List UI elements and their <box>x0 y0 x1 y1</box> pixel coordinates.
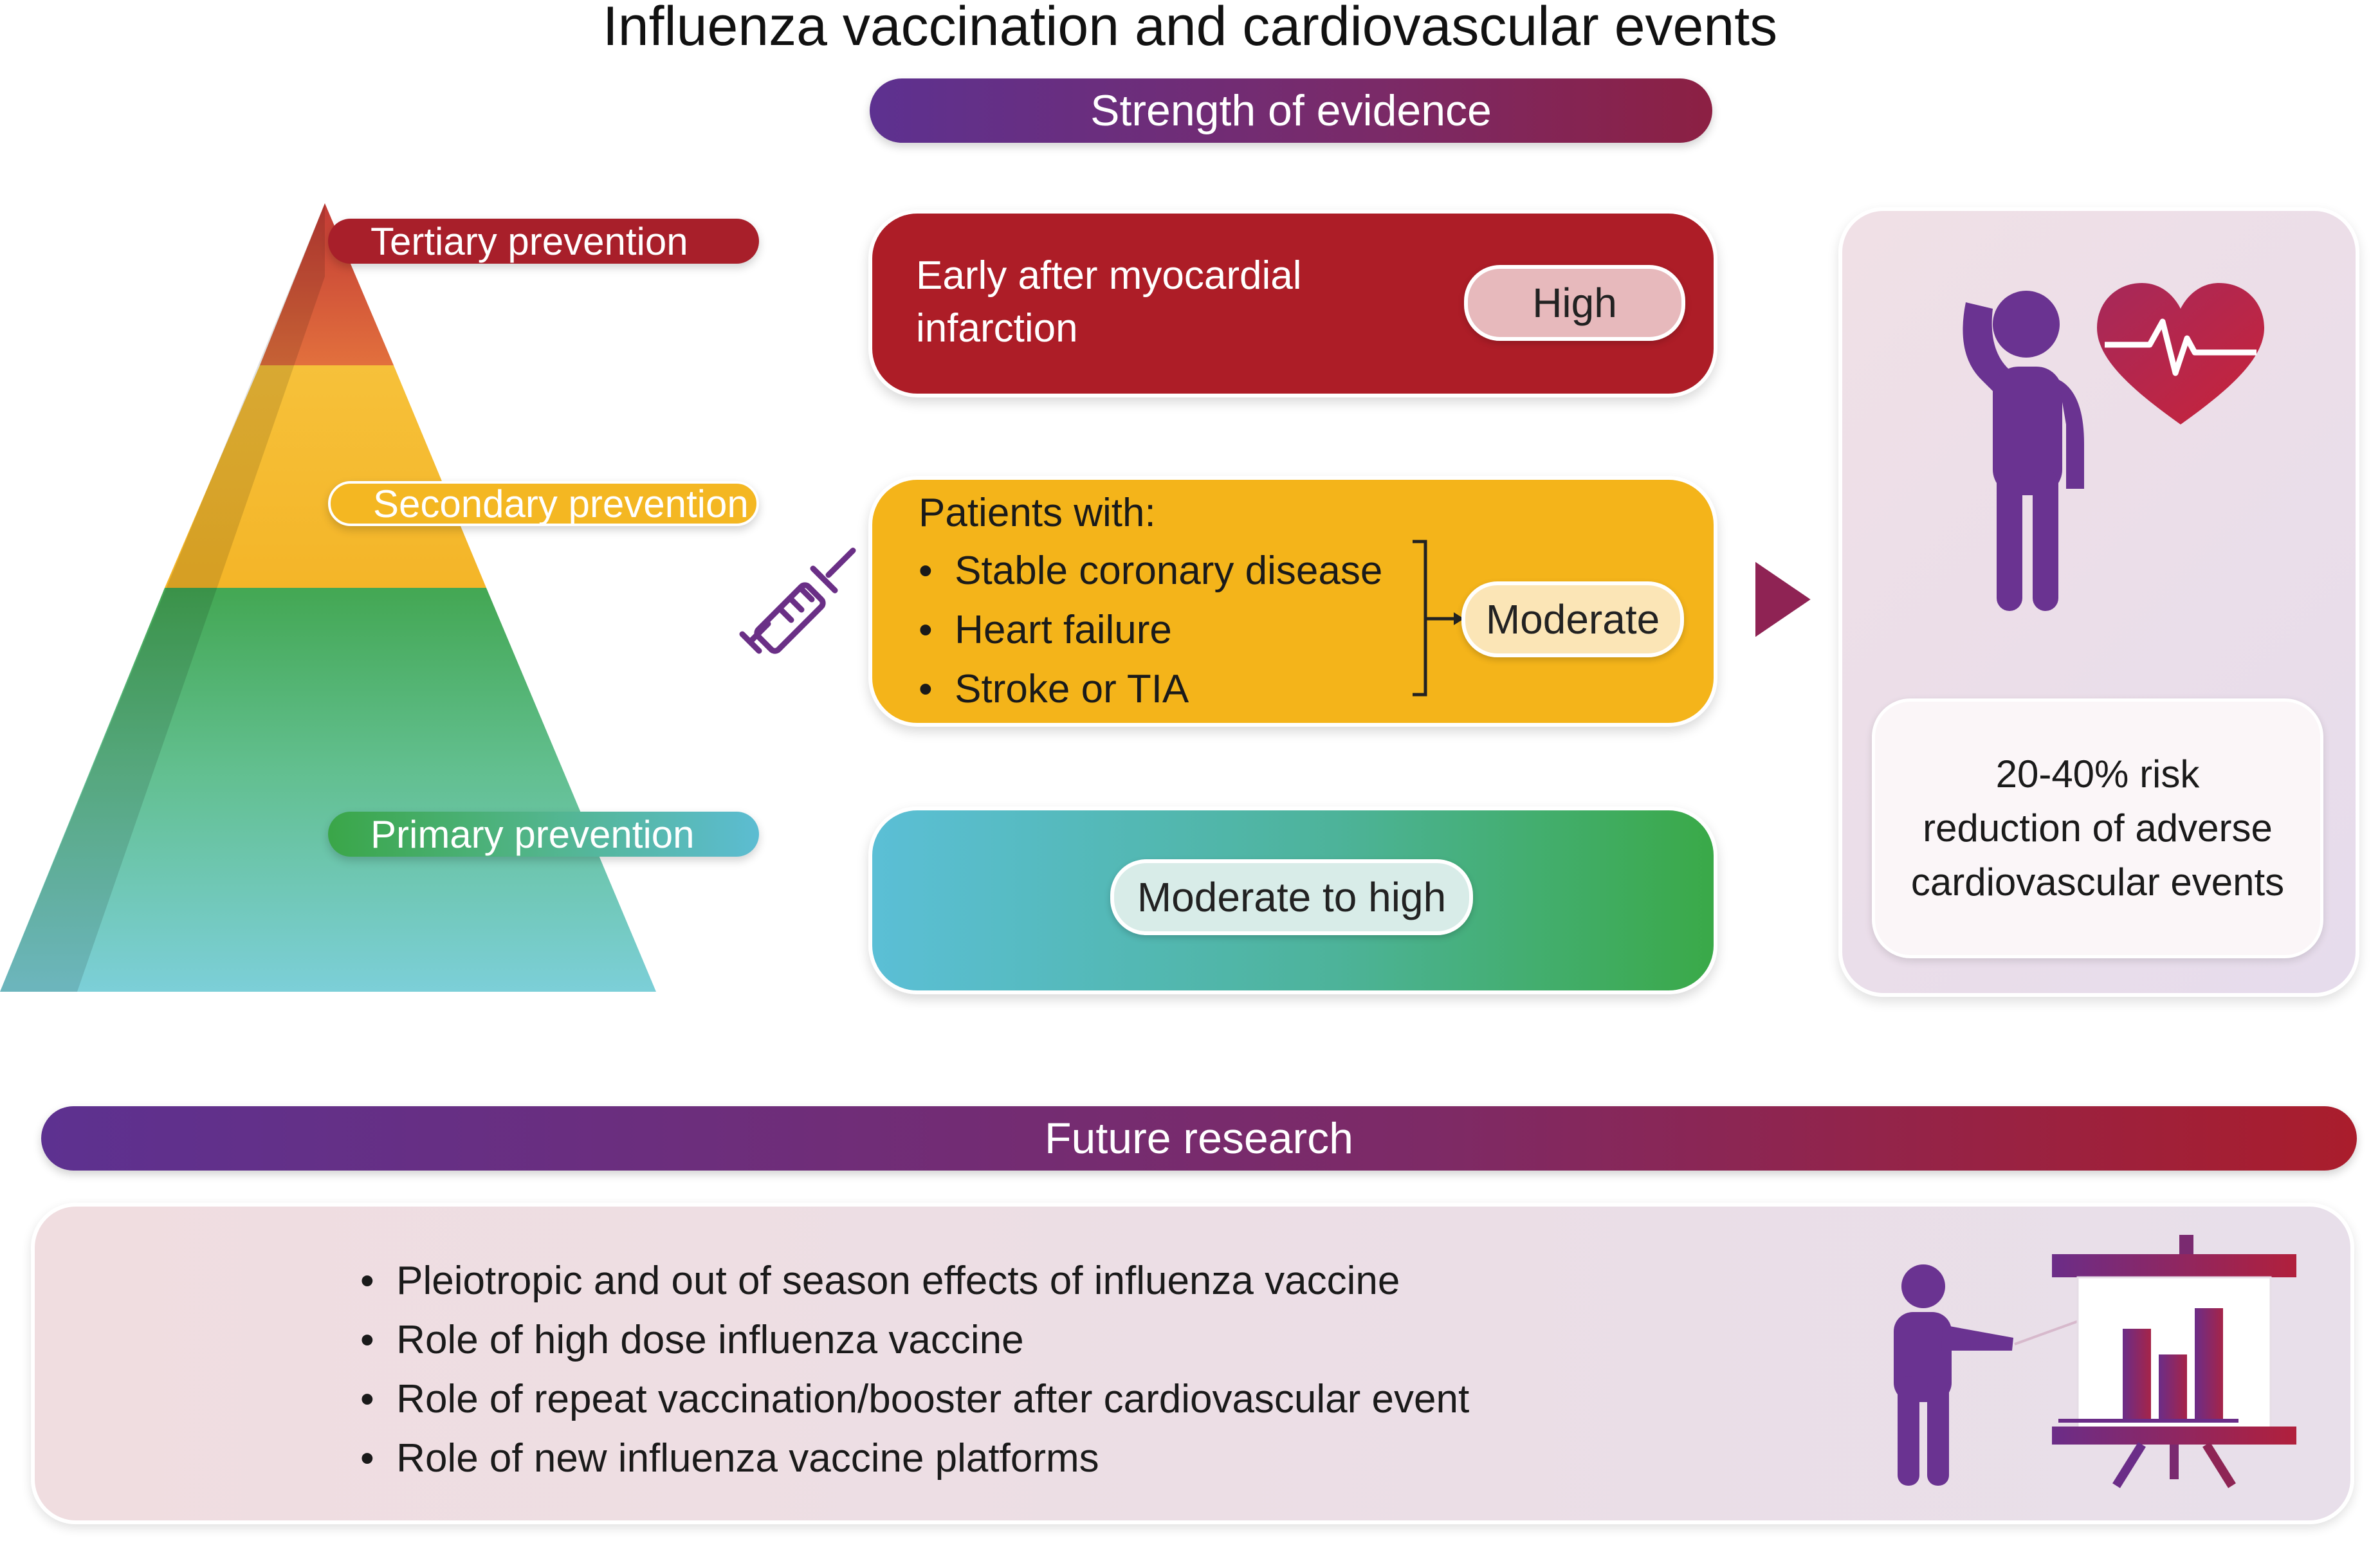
presenter-icon <box>1894 1264 2013 1486</box>
syringe-icon <box>739 547 856 654</box>
card-high-text-line2: infarction <box>916 306 1078 351</box>
list-item: • Stable coronary disease <box>919 549 1383 593</box>
card-high-text: Early after myocardial infarction <box>916 250 1302 355</box>
pyramid-tier-tertiary <box>260 203 394 365</box>
badge-high: High <box>1464 265 1685 341</box>
pyramid-tier-secondary <box>165 365 486 588</box>
future-item: • Pleiotropic and out of season effects … <box>360 1259 1400 1303</box>
future-item: • Role of high dose influenza vaccine <box>360 1318 1024 1362</box>
risk-line3: cardiovascular events <box>1910 861 2285 904</box>
card-high-text-line1: Early after myocardial <box>916 253 1302 298</box>
pyramid-tier-primary <box>0 588 656 992</box>
primary-prevention-label: Primary prevention <box>328 812 759 857</box>
future-item: • Role of new influenza vaccine platform… <box>360 1436 1099 1481</box>
list-item: • Heart failure <box>919 608 1172 652</box>
badge-moderate-to-high: Moderate to high <box>1110 859 1473 935</box>
strength-of-evidence-header: Strength of evidence <box>870 78 1712 143</box>
heart-pulse-icon <box>2097 283 2264 424</box>
bracket-arrow-icon <box>1413 540 1464 697</box>
future-research-header: Future research <box>41 1106 2357 1171</box>
future-item: • Role of repeat vaccination/booster aft… <box>360 1377 1470 1421</box>
arrow-right-icon <box>1752 554 1818 644</box>
person-heart-illustration <box>1963 283 2264 611</box>
prevention-pyramid <box>0 203 656 992</box>
risk-reduction-box: 20-40% risk reduction of adverse cardiov… <box>1872 698 2323 958</box>
tertiary-prevention-label: Tertiary prevention <box>328 219 759 264</box>
secondary-prevention-label: Secondary prevention <box>328 481 759 526</box>
risk-line2: reduction of adverse <box>1923 807 2273 850</box>
person-icon <box>1963 291 2084 611</box>
list-item: • Stroke or TIA <box>919 667 1189 711</box>
patients-with-heading: Patients with: <box>919 491 1156 535</box>
future-research-panel <box>31 1203 2354 1524</box>
badge-moderate: Moderate <box>1461 581 1684 657</box>
figure-title: Influenza vaccination and cardiovascular… <box>602 0 1778 57</box>
presenter-illustration <box>1894 1235 2296 1488</box>
risk-line1: 20-40% risk <box>1995 752 2200 796</box>
bar-chart-board-icon <box>2052 1235 2296 1488</box>
